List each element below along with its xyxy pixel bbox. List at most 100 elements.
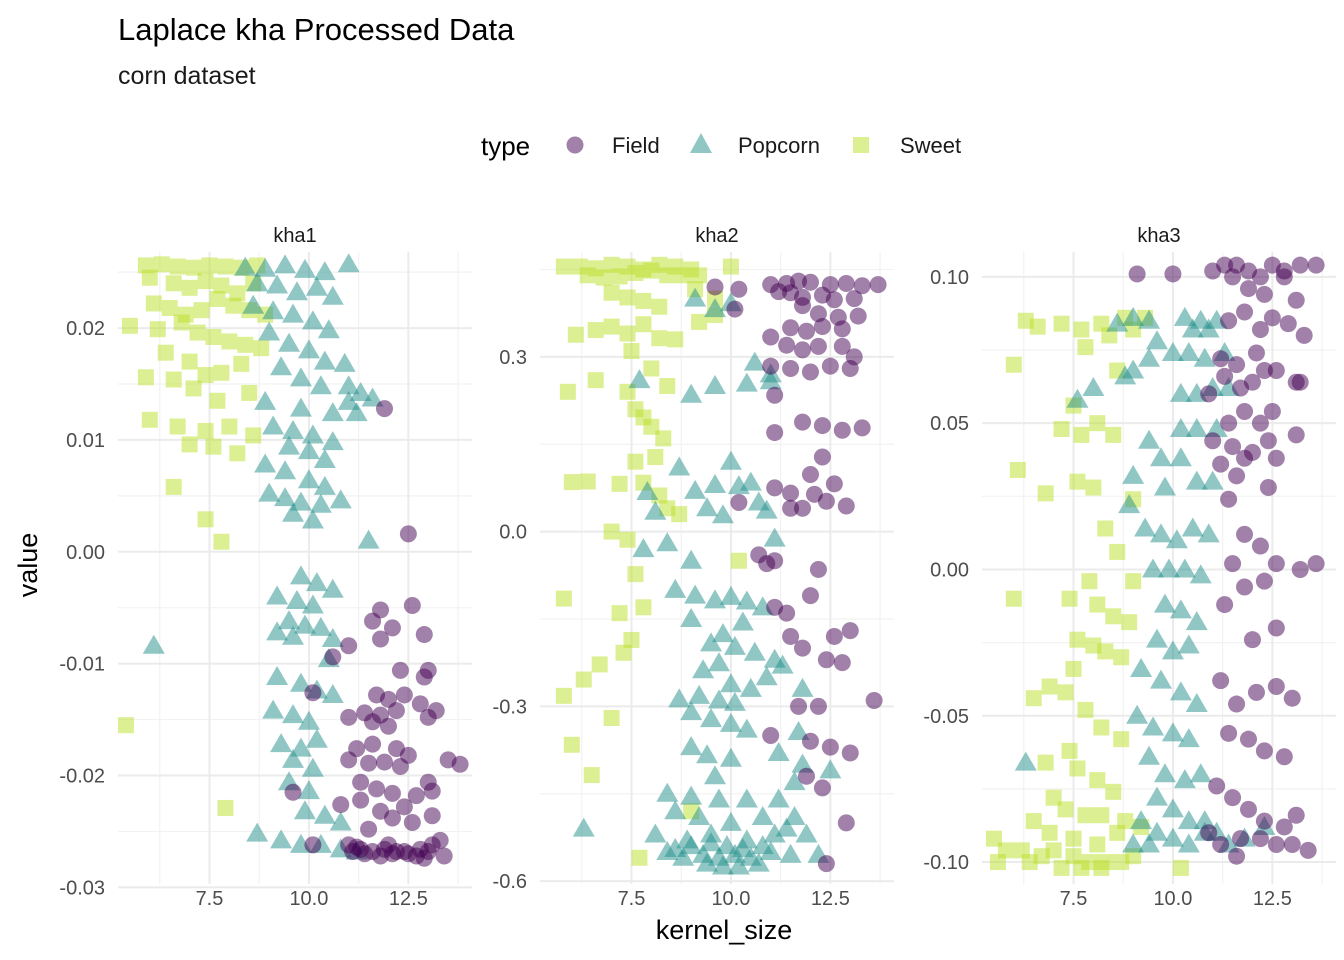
data-point-sweet bbox=[635, 316, 652, 333]
data-point-popcorn bbox=[684, 287, 707, 307]
data-point-popcorn bbox=[270, 356, 293, 376]
data-point-field bbox=[813, 779, 831, 797]
data-point-field bbox=[1236, 578, 1254, 596]
series-sweet bbox=[117, 256, 274, 816]
data-point-field bbox=[782, 359, 800, 377]
data-point-sweet bbox=[1061, 742, 1078, 759]
data-point-sweet bbox=[1073, 426, 1090, 443]
data-point-sweet bbox=[659, 267, 676, 284]
data-point-popcorn bbox=[680, 607, 703, 627]
data-point-sweet bbox=[169, 258, 186, 275]
data-point-popcorn bbox=[289, 565, 312, 585]
data-point-sweet bbox=[209, 290, 226, 307]
data-point-popcorn bbox=[723, 635, 746, 655]
data-point-sweet bbox=[157, 344, 174, 361]
data-point-field bbox=[1236, 449, 1254, 467]
data-point-popcorn bbox=[1165, 529, 1188, 549]
data-point-popcorn bbox=[313, 475, 336, 495]
data-point-popcorn bbox=[759, 370, 782, 390]
data-point-field bbox=[364, 713, 382, 731]
data-point-sweet bbox=[1093, 807, 1110, 824]
data-point-popcorn bbox=[735, 590, 758, 610]
data-point-popcorn bbox=[258, 321, 281, 341]
data-point-sweet bbox=[213, 533, 230, 550]
data-point-popcorn bbox=[1106, 312, 1129, 332]
data-point-field bbox=[1228, 847, 1246, 865]
data-point-field bbox=[1236, 525, 1254, 543]
data-point-popcorn bbox=[270, 829, 293, 849]
y-tick-label: 0.00 bbox=[66, 542, 105, 564]
y-tick-label: -0.01 bbox=[59, 654, 105, 676]
data-point-field bbox=[364, 612, 382, 630]
data-point-popcorn bbox=[1205, 418, 1228, 438]
data-point-field bbox=[853, 419, 871, 437]
data-point-popcorn bbox=[262, 300, 285, 320]
data-point-popcorn bbox=[755, 499, 778, 519]
data-point-field bbox=[809, 560, 827, 578]
data-point-field bbox=[1267, 619, 1285, 637]
data-point-field bbox=[1247, 344, 1265, 362]
data-point-popcorn bbox=[1181, 318, 1204, 338]
data-point-sweet bbox=[619, 531, 636, 548]
data-point-field bbox=[399, 525, 417, 543]
data-point-popcorn bbox=[1157, 558, 1180, 578]
data-point-field bbox=[1204, 432, 1222, 450]
data-point-popcorn bbox=[664, 800, 687, 820]
data-point-sweet bbox=[237, 336, 254, 353]
data-point-popcorn bbox=[700, 708, 723, 728]
data-point-sweet bbox=[675, 267, 692, 284]
data-point-popcorn bbox=[274, 460, 297, 480]
data-point-popcorn bbox=[1142, 558, 1165, 578]
data-point-field bbox=[1283, 836, 1301, 853]
data-point-sweet bbox=[193, 302, 210, 319]
data-point-sweet bbox=[643, 360, 660, 377]
data-point-field bbox=[1243, 631, 1261, 649]
data-point-popcorn bbox=[704, 374, 727, 394]
facet-strip-label: kha3 bbox=[1137, 225, 1180, 247]
data-point-popcorn bbox=[246, 272, 269, 292]
data-point-sweet bbox=[1105, 608, 1122, 625]
data-point-sweet bbox=[189, 324, 206, 341]
data-point-popcorn bbox=[739, 677, 762, 697]
data-point-popcorn bbox=[628, 369, 651, 389]
data-point-sweet bbox=[205, 438, 222, 455]
data-point-field bbox=[853, 277, 871, 295]
data-point-field bbox=[383, 784, 401, 802]
series-popcorn bbox=[572, 287, 842, 875]
data-point-sweet bbox=[587, 372, 604, 389]
data-point-popcorn bbox=[274, 254, 297, 274]
data-point-field bbox=[284, 783, 302, 801]
data-point-sweet bbox=[611, 268, 628, 285]
data-point-sweet bbox=[1069, 473, 1086, 490]
data-point-sweet bbox=[579, 267, 596, 284]
data-point-field bbox=[304, 684, 322, 702]
x-tick-label: 12.5 bbox=[389, 888, 428, 910]
data-point-field bbox=[383, 809, 401, 827]
data-point-field bbox=[1228, 356, 1246, 374]
legend-label-sweet: Sweet bbox=[900, 133, 961, 158]
data-point-field bbox=[1255, 285, 1273, 303]
data-point-field bbox=[778, 604, 796, 622]
legend-label-popcorn: Popcorn bbox=[738, 133, 820, 158]
data-point-field bbox=[340, 751, 358, 769]
data-point-sweet bbox=[1037, 754, 1054, 771]
legend: type Field Popcorn Sweet bbox=[481, 131, 961, 161]
data-point-field bbox=[730, 280, 748, 298]
data-point-sweet bbox=[1065, 660, 1082, 677]
data-point-sweet bbox=[651, 330, 668, 347]
data-point-sweet bbox=[173, 314, 190, 331]
data-point-field bbox=[403, 596, 421, 614]
data-point-sweet bbox=[643, 262, 660, 279]
data-point-field bbox=[1251, 321, 1269, 339]
data-point-popcorn bbox=[282, 704, 305, 724]
data-point-popcorn bbox=[783, 771, 806, 791]
y-tick-label: 0.10 bbox=[930, 267, 969, 289]
data-point-field bbox=[797, 767, 815, 785]
data-point-sweet bbox=[579, 473, 596, 490]
series-field bbox=[706, 272, 887, 873]
data-point-field bbox=[1224, 789, 1242, 807]
data-point-field bbox=[1216, 367, 1234, 385]
data-point-popcorn bbox=[1161, 341, 1184, 361]
data-point-popcorn bbox=[289, 737, 312, 757]
